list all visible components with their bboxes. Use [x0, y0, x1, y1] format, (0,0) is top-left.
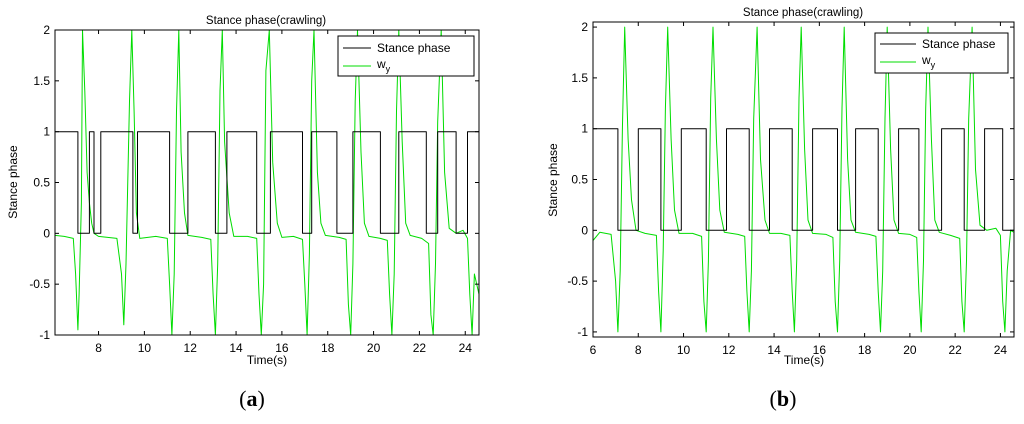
chart-a-x-tick-label: 22: [413, 341, 427, 355]
chart-b-y-tick-label: 0.5: [571, 173, 588, 187]
chart-b-y-ticks: -1 -0.5 0 0.5 1 1.5 2: [567, 20, 1014, 339]
chart-a-caption: (a): [239, 386, 265, 411]
chart-a-y-tick-label: 0.5: [33, 176, 50, 190]
chart-b-y-tick-label: 1: [581, 122, 588, 136]
chart-a-legend: Stance phase wy: [337, 35, 475, 77]
chart-b-y-tick-label: 1.5: [571, 71, 588, 85]
chart-a-x-tick-label: 8: [95, 341, 102, 355]
chart-b-y-tick-label: -0.5: [567, 274, 588, 288]
chart-a-y-ticks: -1 -0.5 0 0.5 1 1.5 2: [29, 23, 479, 342]
chart-b-series-wy-line: [592, 26, 1015, 333]
chart-b: Stance phase(crawling) 6 8 10 12 14 16 18 20 22 2…: [546, 7, 1015, 411]
chart-b-title: Stance phase(crawling): [743, 7, 863, 19]
chart-b-series-stance-phase-line: [593, 128, 1014, 231]
chart-a: Stance phase(crawling) 8 10 12 14 16 18 20 22 24…: [6, 15, 480, 411]
chart-b-x-tick-label: 8: [635, 343, 642, 357]
chart-b-legend-label-wy: wy: [921, 53, 936, 70]
chart-a-x-tick-label: 16: [275, 341, 289, 355]
chart-a-y-tick-label: 0: [43, 226, 50, 240]
chart-b-legend-wy-base: w: [921, 53, 931, 67]
chart-a-x-tick-label: 20: [367, 341, 381, 355]
chart-b-x-tick-label: 6: [590, 343, 597, 357]
chart-b-y-tick-label: 0: [581, 223, 588, 237]
chart-b-legend: Stance phase wy: [874, 32, 1009, 74]
chart-a-title: Stance phase(crawling): [206, 15, 326, 27]
chart-a-y-tick-label: -0.5: [29, 277, 50, 291]
chart-b-caption: (b): [770, 386, 797, 411]
chart-a-y-tick-label: 2: [43, 23, 50, 37]
chart-a-legend-label-stance: Stance phase: [377, 41, 451, 55]
chart-a-legend-wy-base: w: [376, 57, 386, 71]
chart-b-plot-area: [593, 22, 1014, 337]
chart-a-legend-label-wy: wy: [376, 57, 391, 74]
chart-a-y-axis-label: Stance phase: [6, 145, 20, 219]
chart-a-x-tick-label: 18: [321, 341, 335, 355]
chart-b-legend-box: [874, 32, 1009, 74]
chart-a-x-tick-label: 24: [459, 341, 473, 355]
chart-a-x-axis-label: Time(s): [247, 353, 287, 367]
chart-a-caption-letter: a: [247, 386, 258, 411]
chart-a-y-tick-label: -1: [39, 328, 50, 342]
chart-a-x-tick-label: 12: [184, 341, 198, 355]
chart-b-legend-wy-sub: y: [931, 60, 936, 70]
chart-b-x-tick-label: 24: [994, 343, 1008, 357]
chart-b-y-axis-label: Stance phase: [546, 143, 560, 217]
chart-b-x-axis-label: Time(s): [784, 353, 824, 367]
chart-b-y-tick-label: -1: [577, 325, 588, 339]
chart-a-legend-wy-sub: y: [386, 64, 391, 74]
chart-b-series-layer: [592, 26, 1015, 333]
chart-b-x-tick-label: 22: [948, 343, 962, 357]
chart-b-x-tick-label: 20: [903, 343, 917, 357]
chart-b-legend-label-stance: Stance phase: [922, 37, 996, 51]
chart-a-x-ticks: 8 10 12 14 16 18 20 22 24: [95, 30, 472, 355]
chart-b-x-tick-label: 14: [767, 343, 781, 357]
chart-a-series-wy-line: [54, 29, 480, 336]
chart-a-x-tick-label: 14: [229, 341, 243, 355]
chart-a-x-tick-label: 10: [138, 341, 152, 355]
chart-a-legend-box: [337, 35, 475, 77]
chart-a-y-tick-label: 1: [43, 125, 50, 139]
chart-a-series-stance-phase-line: [55, 131, 479, 234]
chart-b-x-tick-label: 18: [858, 343, 872, 357]
chart-b-x-tick-label: 12: [722, 343, 736, 357]
chart-b-y-tick-label: 2: [581, 20, 588, 34]
chart-a-series-layer: [54, 29, 480, 336]
chart-b-caption-letter: b: [777, 386, 789, 411]
chart-b-x-tick-label: 10: [677, 343, 691, 357]
chart-a-y-tick-label: 1.5: [33, 74, 50, 88]
chart-b-x-ticks: 6 8 10 12 14 16 18 20 22 24: [590, 22, 1008, 357]
chart-b-x-tick-label: 16: [813, 343, 827, 357]
